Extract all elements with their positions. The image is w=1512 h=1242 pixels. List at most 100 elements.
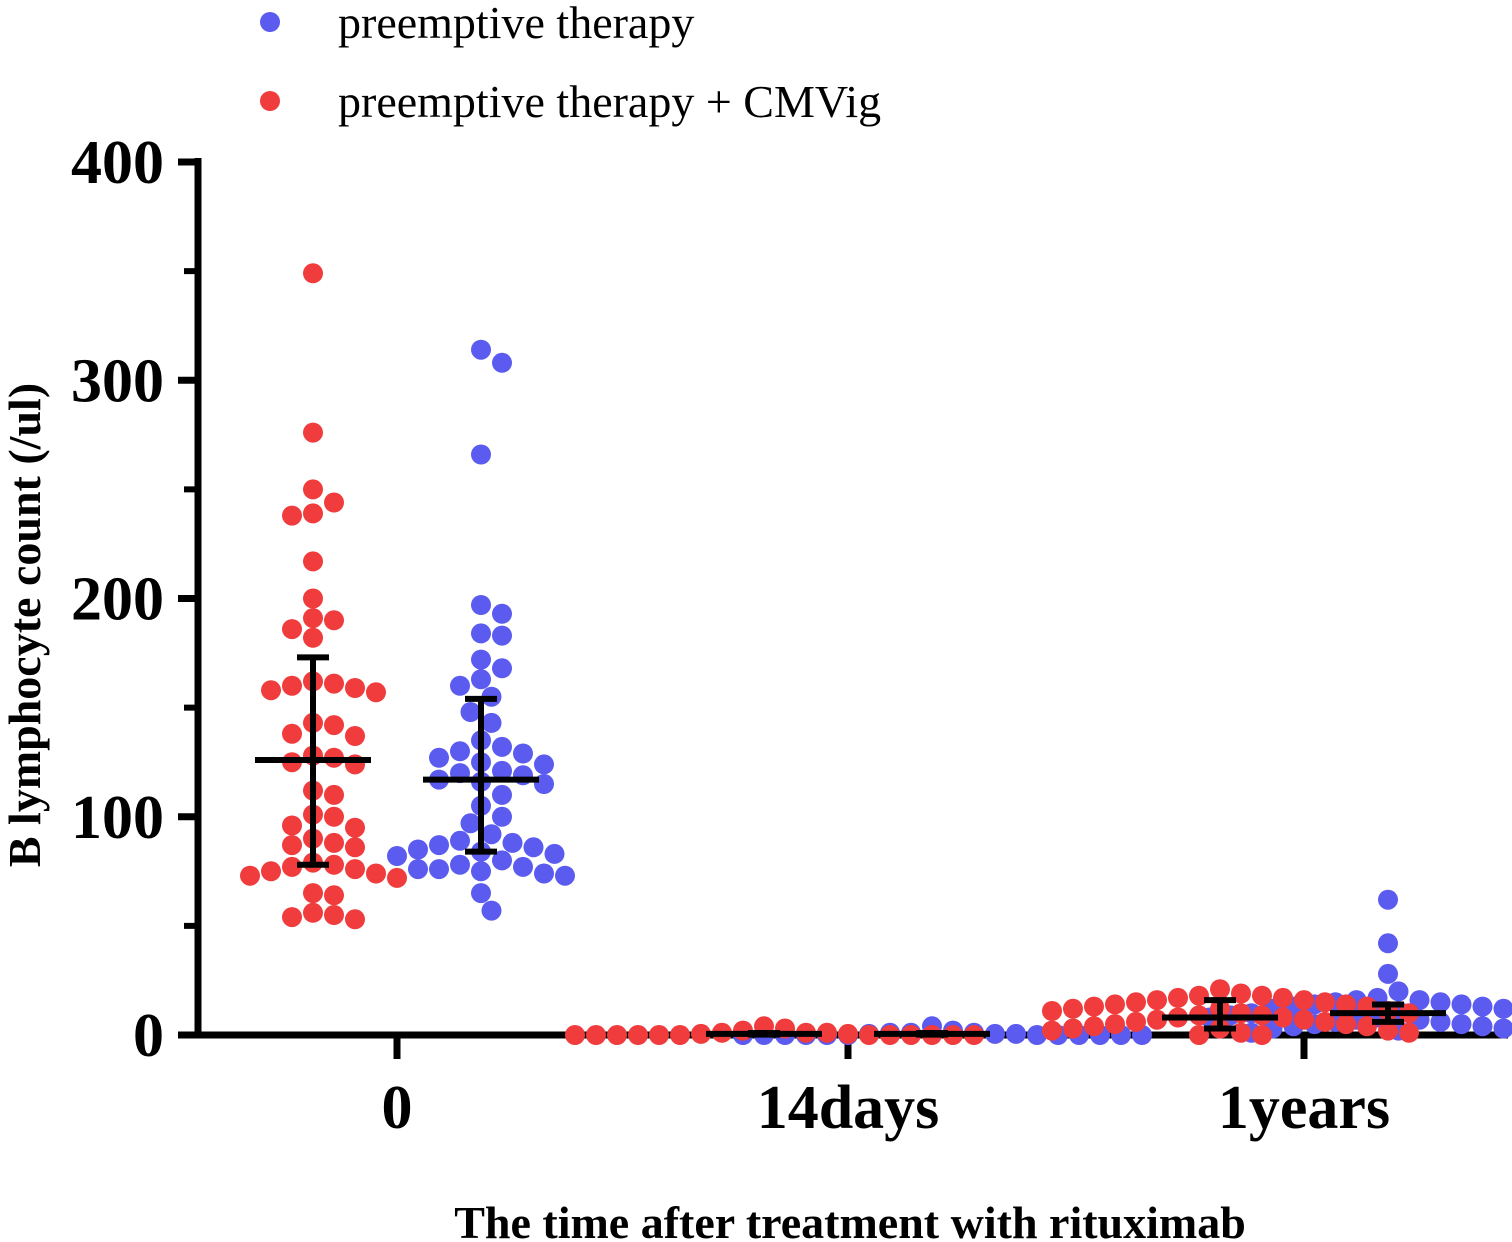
- data-point: [450, 830, 470, 851]
- legend-label: preemptive therapy + CMVig: [338, 76, 881, 127]
- data-point: [324, 854, 344, 875]
- data-point: [408, 839, 428, 860]
- data-point: [1252, 1025, 1272, 1045]
- data-point: [324, 806, 344, 827]
- y-tick-label: 100: [71, 784, 164, 852]
- data-point: [670, 1025, 690, 1045]
- legend-marker: [260, 12, 280, 32]
- data-point: [471, 339, 491, 360]
- data-point: [387, 867, 407, 888]
- data-point: [450, 854, 470, 875]
- data-point: [1430, 992, 1451, 1013]
- data-point: [1126, 1011, 1146, 1032]
- y-axis: 0 100 200 300 400: [71, 129, 202, 1070]
- data-point: [1063, 1018, 1083, 1039]
- data-point: [282, 723, 302, 744]
- data-point: [1294, 1009, 1314, 1030]
- data-point: [408, 859, 428, 880]
- data-point: [586, 1025, 606, 1045]
- data-point: [324, 905, 344, 925]
- data-point: [1378, 889, 1398, 910]
- data-point: [1006, 1023, 1026, 1044]
- data-point: [691, 1023, 711, 1044]
- data-point: [492, 806, 512, 827]
- data-point: [303, 422, 323, 443]
- data-points: [240, 263, 1512, 1045]
- data-point: [345, 859, 365, 880]
- data-point: [565, 1025, 585, 1045]
- data-point: [859, 1025, 879, 1045]
- data-point: [534, 754, 554, 775]
- data-point: [303, 608, 323, 629]
- data-point: [481, 824, 502, 845]
- data-point: [492, 658, 512, 679]
- data-point: [544, 843, 565, 864]
- data-point: [1042, 1001, 1062, 1021]
- data-point: [1472, 1016, 1493, 1037]
- data-point: [345, 837, 365, 858]
- data-point: [1105, 1014, 1125, 1035]
- data-point: [303, 479, 323, 500]
- data-point: [429, 859, 449, 880]
- data-point: [1451, 994, 1472, 1015]
- data-point: [1210, 979, 1230, 1000]
- data-point: [513, 856, 533, 877]
- legend-marker: [260, 91, 280, 111]
- data-point: [345, 909, 365, 930]
- data-point: [1273, 987, 1293, 1008]
- data-point: [460, 813, 481, 834]
- data-point: [1273, 1007, 1293, 1028]
- data-point: [1294, 990, 1314, 1011]
- data-point: [324, 610, 344, 631]
- data-point: [450, 741, 470, 762]
- data-point: [1084, 1016, 1104, 1037]
- data-point: [1378, 1020, 1398, 1041]
- data-point: [607, 1025, 627, 1045]
- data-point: [1399, 1022, 1419, 1043]
- data-point: [471, 883, 491, 904]
- data-point: [1252, 985, 1272, 1006]
- data-point: [492, 850, 512, 871]
- data-point: [366, 863, 386, 884]
- data-point: [1105, 994, 1125, 1015]
- data-point: [324, 492, 344, 513]
- data-point: [1084, 996, 1104, 1017]
- data-point: [838, 1023, 858, 1044]
- legend-label: preemptive therapy: [338, 0, 694, 48]
- data-point: [282, 505, 302, 526]
- data-point: [1336, 994, 1356, 1015]
- data-point: [1472, 996, 1493, 1017]
- data-point: [324, 832, 344, 853]
- data-point: [628, 1025, 648, 1045]
- data-point: [429, 835, 449, 856]
- data-point: [324, 673, 344, 694]
- data-point: [817, 1022, 837, 1043]
- data-point: [429, 747, 449, 768]
- data-point: [460, 702, 481, 722]
- data-point: [523, 837, 544, 858]
- data-point: [481, 712, 502, 733]
- data-point: [471, 649, 491, 670]
- x-tick-label: 1years: [1218, 1074, 1390, 1142]
- data-point: [1493, 1018, 1512, 1039]
- data-point: [282, 907, 302, 928]
- data-point: [240, 865, 260, 886]
- x-tick-label: 0: [382, 1074, 413, 1142]
- data-point: [492, 784, 512, 805]
- y-tick-label: 0: [133, 1002, 164, 1070]
- y-tick-label: 300: [71, 347, 164, 415]
- data-point: [282, 675, 302, 696]
- data-point: [1430, 1011, 1451, 1032]
- data-point: [303, 503, 323, 524]
- data-point: [303, 902, 323, 923]
- legend: preemptive therapy preemptive therapy + C…: [260, 0, 881, 127]
- data-point: [492, 625, 512, 646]
- data-point: [471, 861, 491, 882]
- data-point: [303, 263, 323, 284]
- data-point: [1027, 1025, 1047, 1045]
- data-point: [555, 865, 575, 886]
- data-point: [324, 784, 344, 805]
- y-tick-label: 400: [71, 129, 164, 197]
- data-point: [282, 619, 302, 640]
